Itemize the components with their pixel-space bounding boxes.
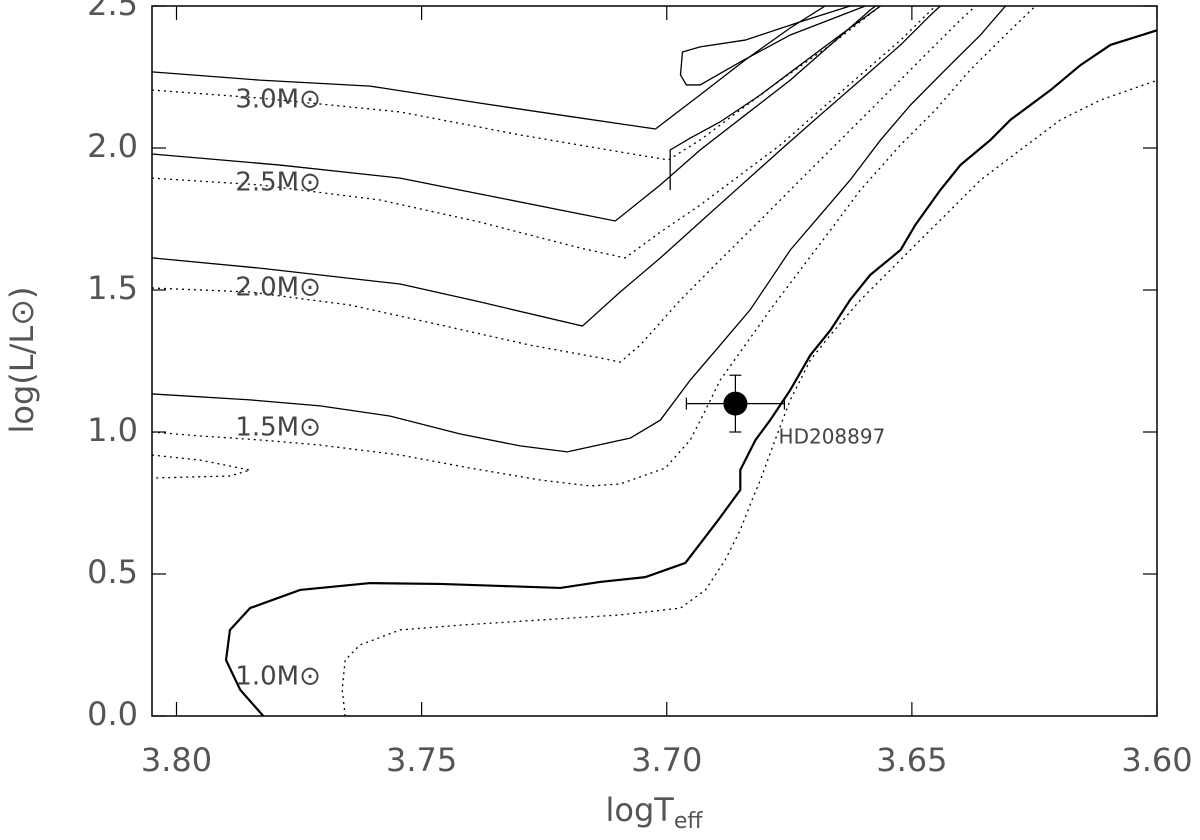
x-tick-label: 3.60 xyxy=(1121,741,1192,779)
track-line xyxy=(152,6,936,259)
mass-label: 2.5M⊙ xyxy=(235,167,321,197)
plot-frame xyxy=(151,5,1158,717)
x-tick-label: 3.70 xyxy=(631,741,702,779)
y-tick-label: 0.0 xyxy=(87,695,138,733)
track-line xyxy=(341,79,1157,716)
x-tick-label: 3.75 xyxy=(386,741,457,779)
star-point xyxy=(723,391,748,416)
x-axis-label: logTeff xyxy=(605,791,703,834)
x-tick-label: 3.65 xyxy=(876,741,947,779)
track-line xyxy=(152,454,251,479)
track-line xyxy=(152,6,881,161)
track-line xyxy=(152,6,826,130)
y-axis-label: log(L/L⊙) xyxy=(3,287,41,434)
mass-label: 2.0M⊙ xyxy=(235,273,321,303)
track-line xyxy=(224,29,1157,716)
y-tick-label: 2.5 xyxy=(87,0,138,23)
x-axis-label-main: logT xyxy=(605,791,674,829)
mass-label: 1.5M⊙ xyxy=(235,413,321,443)
y-tick-label: 1.5 xyxy=(87,269,138,307)
track-line xyxy=(152,6,941,327)
plot-area: 3.0M⊙ 2.5M⊙ 2.0M⊙ 1.5M⊙ 1.0M⊙ HD208897 xyxy=(152,6,1157,716)
track-line xyxy=(152,6,1007,453)
track-line xyxy=(669,6,881,191)
track-line xyxy=(152,6,1036,487)
y-tick-label: 2.0 xyxy=(87,127,138,165)
x-axis-label-subscript: eff xyxy=(674,809,704,834)
x-tick-label: 3.80 xyxy=(141,741,212,779)
star-label: HD208897 xyxy=(779,424,886,448)
y-tick-label: 1.0 xyxy=(87,411,138,449)
track-line xyxy=(679,6,866,86)
track-line xyxy=(152,6,876,222)
y-tick-label: 0.5 xyxy=(87,553,138,591)
mass-label: 1.0M⊙ xyxy=(235,662,321,692)
mass-label: 3.0M⊙ xyxy=(235,85,321,115)
